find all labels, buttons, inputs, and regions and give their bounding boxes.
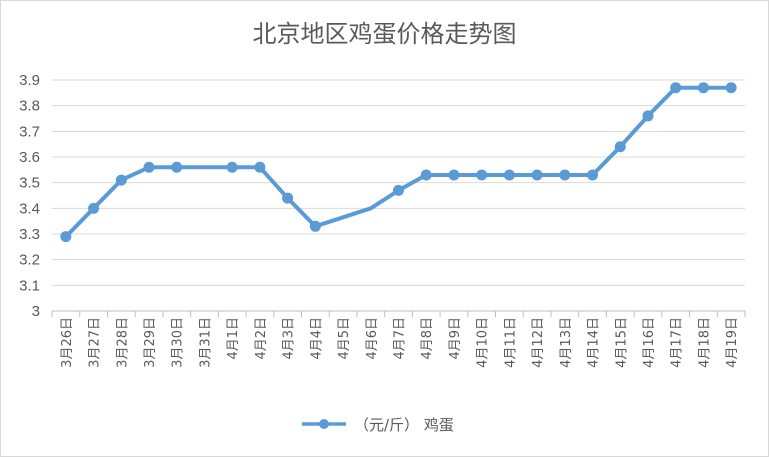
x-tick-label: 3月31日 [198, 317, 213, 368]
y-tick-label: 3.1 [19, 277, 40, 294]
legend-label: （元/斤） 鸡蛋 [354, 415, 454, 434]
data-point [531, 169, 543, 181]
x-tick-label: 4月19日 [725, 317, 740, 368]
data-point [393, 184, 404, 196]
x-axis: 3月26日 3月27日 3月28日 3月29日 3月30日 3月31日 4月1日 4月2日 4月… [51, 311, 746, 368]
y-tick-label: 3.8 [19, 98, 40, 115]
y-tick-label: 3.4 [19, 200, 40, 217]
data-point [642, 110, 654, 122]
data-point [282, 192, 294, 204]
data-point [171, 161, 183, 173]
y-tick-label: 3.3 [19, 226, 40, 243]
x-tick-label: 3月27日 [88, 317, 103, 368]
data-point [226, 161, 238, 173]
x-tick-label: 4月3日 [282, 317, 297, 360]
x-tick-label: 4月15日 [614, 317, 629, 368]
legend-marker [302, 419, 346, 429]
data-point [143, 161, 155, 173]
x-tick-label: 4月14日 [587, 317, 602, 368]
x-tick-label: 3月30日 [171, 317, 186, 368]
x-tick-label: 3月29日 [143, 317, 158, 368]
y-tick-label: 3.9 [19, 72, 40, 89]
series-line [63, 85, 734, 239]
y-tick-label: 3.2 [19, 252, 40, 269]
data-point [309, 220, 321, 232]
x-tick-label: 4月12日 [531, 317, 546, 368]
data-point [476, 169, 488, 181]
chart-title: 北京地区鸡蛋价格走势图 [252, 20, 517, 48]
y-tick-label: 3 [32, 303, 40, 320]
x-tick-label: 4月1日 [226, 317, 241, 360]
data-point [503, 169, 515, 181]
x-tick-label: 4月6日 [365, 317, 380, 360]
data-point [254, 161, 266, 173]
x-tick-label: 4月5日 [337, 317, 352, 360]
data-point [670, 82, 682, 94]
x-tick-label: 4月10日 [476, 317, 491, 368]
y-tick-label: 3.5 [19, 175, 40, 192]
data-point [448, 169, 460, 181]
x-tick-label: 3月26日 [60, 317, 75, 368]
x-tick-label: 4月17日 [670, 317, 685, 368]
x-tick-label: 4月9日 [448, 317, 463, 360]
x-tick-label: 4月2日 [254, 317, 269, 360]
x-tick-label: 4月11日 [503, 317, 518, 368]
x-tick-label: 4月7日 [393, 317, 408, 360]
data-point [587, 169, 599, 181]
x-tick-label: 4月8日 [420, 317, 435, 360]
grid-lines [52, 79, 745, 312]
legend[interactable]: （元/斤） 鸡蛋 [300, 412, 454, 436]
data-point [614, 141, 626, 153]
x-tick-label: 4月4日 [309, 317, 324, 360]
x-tick-label: 3月28日 [115, 317, 130, 368]
series-layer [60, 82, 737, 243]
data-point [559, 169, 571, 181]
x-tick-label: 4月18日 [697, 317, 712, 368]
x-tick-label: 4月13日 [559, 317, 574, 368]
data-point [697, 82, 709, 94]
data-point [725, 82, 737, 94]
data-point [60, 231, 72, 243]
y-tick-label: 3.7 [19, 123, 40, 140]
data-point [115, 174, 127, 186]
y-tick-label: 3.6 [19, 149, 40, 166]
data-point [88, 202, 100, 214]
x-tick-label: 4月16日 [642, 317, 657, 368]
data-point [420, 169, 432, 181]
y-axis: 3 3.1 3.2 3.3 3.4 3.5 3.6 3.7 3.8 3.9 [19, 72, 40, 320]
